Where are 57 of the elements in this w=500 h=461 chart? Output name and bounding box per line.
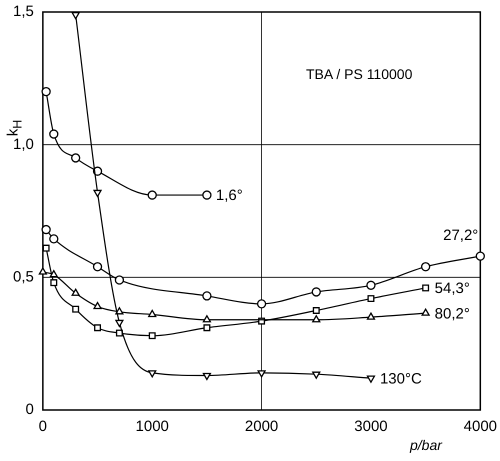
point (476, 251, 485, 261)
x-axis-title: p/bar (410, 437, 442, 453)
point (202, 315, 212, 322)
point (116, 330, 123, 337)
point (148, 190, 157, 200)
point (49, 234, 58, 244)
point (312, 307, 320, 314)
point (422, 284, 430, 292)
series-label: 80,2° (434, 305, 470, 322)
point (114, 275, 124, 285)
point (71, 153, 80, 163)
point (202, 190, 212, 200)
point (367, 295, 374, 302)
point (148, 332, 156, 340)
point (72, 306, 80, 313)
x-tick-label: 0 (38, 418, 48, 436)
point (93, 302, 102, 310)
point (148, 310, 156, 318)
point (202, 291, 212, 301)
y-tick-label: 1,0 (12, 136, 34, 153)
point (420, 262, 430, 272)
point (50, 270, 58, 278)
point (312, 315, 320, 322)
y-tick-label: 1,5 (12, 3, 34, 20)
point (72, 288, 80, 296)
x-tick-label: 4000 (464, 418, 498, 436)
point (50, 279, 58, 286)
point (148, 370, 156, 378)
point (49, 129, 58, 139)
point (42, 244, 50, 252)
series-label: 54,3° (434, 280, 470, 298)
point (202, 372, 212, 380)
y-tick-label: 0 (26, 401, 34, 418)
point (93, 190, 102, 198)
point (203, 324, 210, 332)
point (92, 262, 102, 272)
series-label: 27,2° (443, 227, 478, 244)
series-label: 1,6° (216, 187, 243, 204)
annotation: TBA / PS 110000 (306, 66, 412, 82)
point (312, 287, 321, 297)
series-label: 130°C (380, 370, 422, 388)
point (41, 86, 51, 96)
x-tick-label: 1000 (136, 418, 169, 436)
point (312, 372, 320, 379)
point (366, 376, 376, 383)
point (256, 299, 266, 309)
x-tick-label: 2000 (244, 418, 278, 436)
point (422, 308, 430, 316)
point (41, 224, 51, 234)
point (94, 324, 102, 332)
point (366, 280, 376, 290)
point (366, 312, 376, 320)
y-tick-label: 0,5 (12, 268, 34, 286)
x-tick-label: 3000 (354, 418, 388, 436)
point (115, 320, 124, 328)
point (257, 370, 266, 378)
point (72, 12, 80, 20)
